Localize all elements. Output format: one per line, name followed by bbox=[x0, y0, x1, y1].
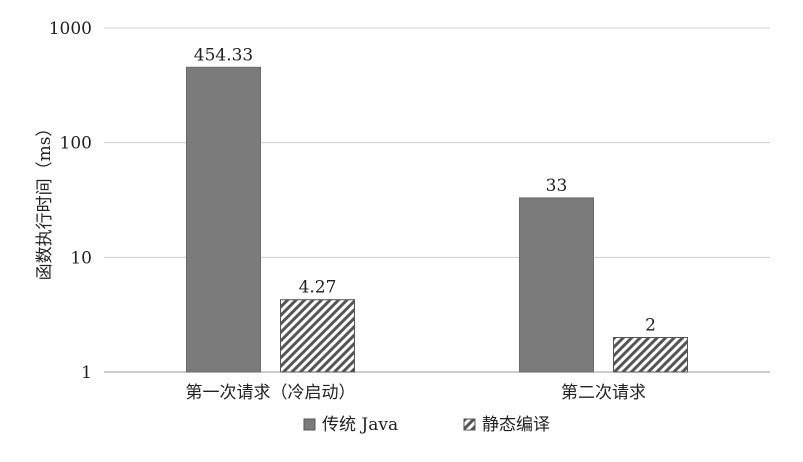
bar-traditional-java bbox=[186, 66, 261, 373]
y-tick-label: 100 bbox=[60, 134, 92, 154]
x-axis-ticks: 第一次请求（冷启动） 第二次请求 bbox=[186, 383, 647, 403]
legend-swatch bbox=[303, 418, 316, 431]
data-label: 2 bbox=[645, 315, 656, 335]
x-tick-label: 第二次请求 bbox=[561, 383, 646, 403]
legend-label: 静态编译 bbox=[482, 415, 550, 435]
y-axis-ticks: 1 10 100 1000 bbox=[49, 19, 92, 383]
bars bbox=[186, 66, 688, 373]
legend-swatch bbox=[463, 418, 476, 431]
y-axis-label: 函数执行时间（ms） bbox=[35, 120, 55, 281]
y-tick-label: 1000 bbox=[49, 19, 92, 39]
bar-static-compile bbox=[613, 336, 688, 373]
data-label: 454.33 bbox=[194, 45, 253, 65]
data-label: 33 bbox=[546, 176, 568, 196]
data-labels: 454.33 4.27 33 2 bbox=[194, 45, 656, 335]
legend: 传统 Java 静态编译 bbox=[303, 415, 550, 435]
y-tick-label: 10 bbox=[70, 248, 92, 268]
bar-static-compile bbox=[280, 299, 355, 373]
data-label: 4.27 bbox=[299, 278, 337, 298]
legend-label: 传统 Java bbox=[322, 415, 398, 435]
y-tick-label: 1 bbox=[81, 363, 92, 383]
x-tick-label: 第一次请求（冷启动） bbox=[186, 383, 356, 403]
bar-traditional-java bbox=[519, 197, 594, 373]
